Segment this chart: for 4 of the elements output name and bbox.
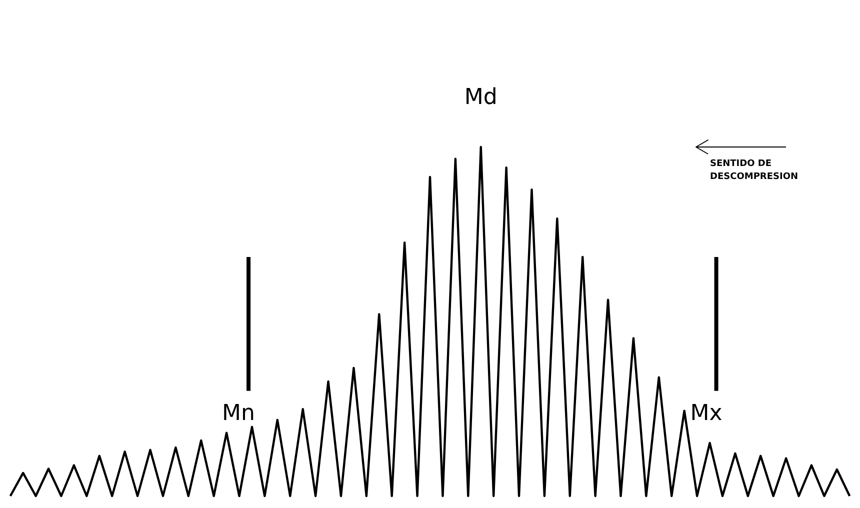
text: Md: [464, 85, 498, 110]
annotation: SENTIDO DE DESCOMPRESION: [710, 159, 798, 182]
annotation: Mx: [690, 400, 722, 426]
annotation: Mn: [222, 400, 255, 426]
